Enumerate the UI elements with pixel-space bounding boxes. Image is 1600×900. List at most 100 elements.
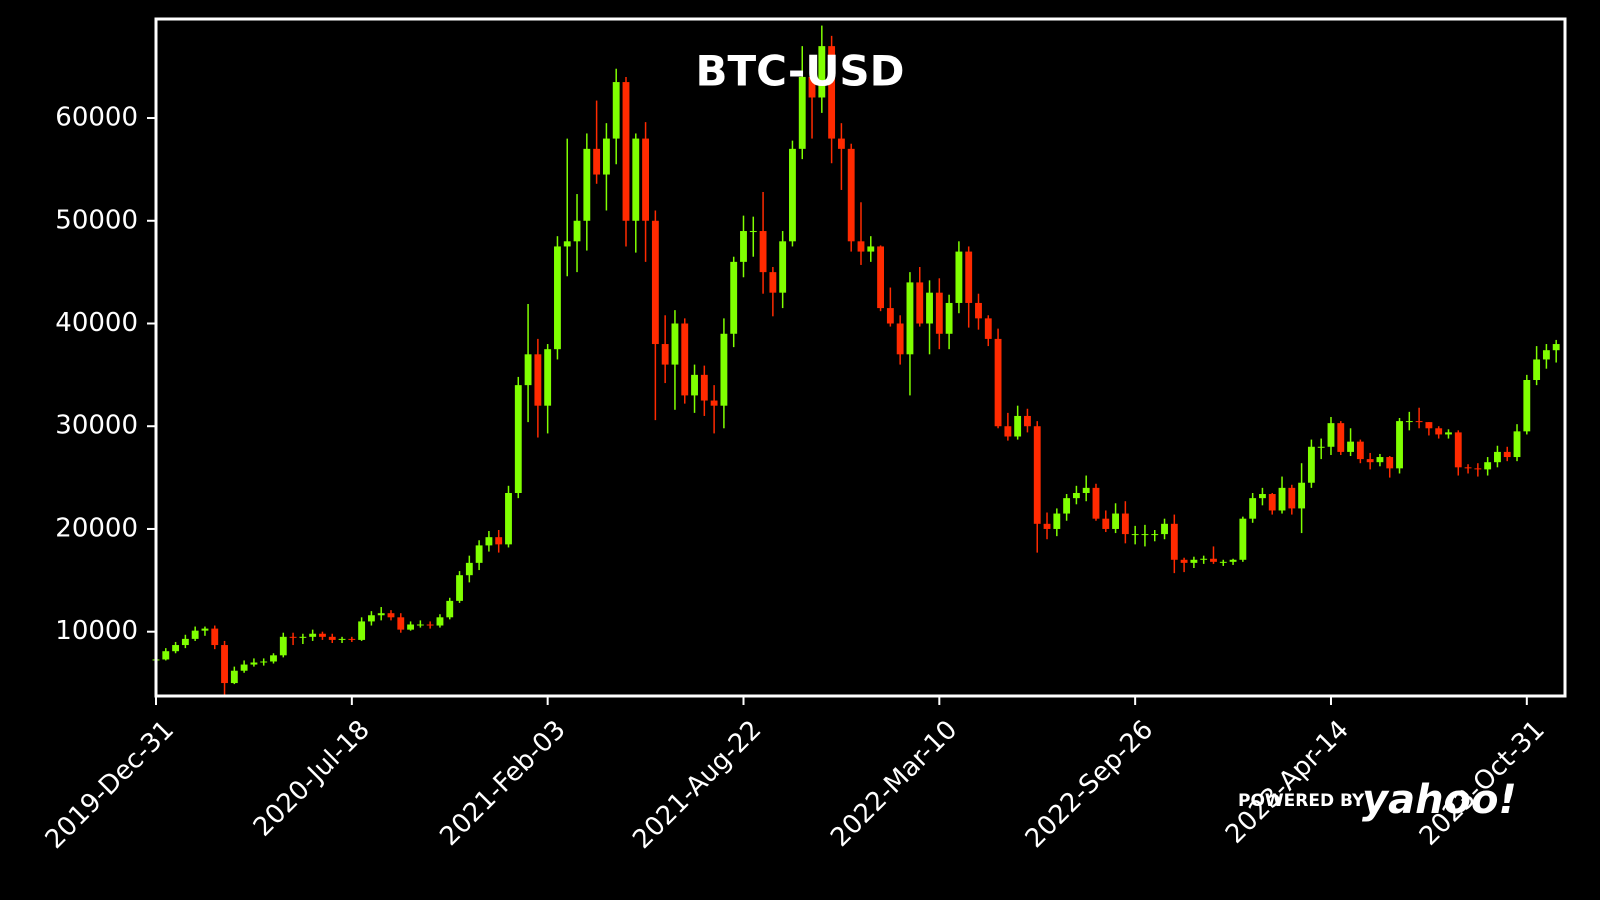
candle-body bbox=[1229, 559, 1237, 562]
candle-body bbox=[818, 46, 826, 98]
candle-body bbox=[1249, 498, 1257, 519]
candle-body bbox=[926, 292, 933, 324]
candle-body bbox=[632, 138, 640, 221]
candle-body bbox=[1376, 457, 1384, 463]
candle-body bbox=[749, 231, 757, 233]
candle-body bbox=[534, 354, 542, 406]
watermark-brand: yahoo! bbox=[1362, 777, 1517, 823]
candle-body bbox=[1102, 518, 1110, 529]
candle-body bbox=[328, 636, 336, 640]
candle-body bbox=[348, 638, 356, 640]
candle-body bbox=[671, 323, 679, 365]
y-tick-label: 20000 bbox=[55, 513, 138, 543]
candle-body bbox=[456, 575, 463, 601]
candle-body bbox=[651, 220, 659, 345]
candle-body bbox=[1024, 415, 1031, 427]
candle-body bbox=[230, 670, 238, 684]
candle-body bbox=[1396, 421, 1403, 469]
candle-body bbox=[994, 338, 1002, 427]
candle-body bbox=[789, 148, 796, 242]
candle-body bbox=[358, 621, 366, 640]
candle-body bbox=[945, 302, 953, 334]
y-tick-label: 40000 bbox=[55, 308, 138, 338]
candle-body bbox=[1200, 558, 1208, 560]
candle-body bbox=[1366, 459, 1374, 463]
candle-body bbox=[602, 138, 610, 175]
candle-body bbox=[779, 241, 787, 293]
candle-body bbox=[289, 636, 297, 638]
candle-body bbox=[475, 545, 483, 563]
candle-body bbox=[465, 562, 473, 576]
candle-body bbox=[583, 148, 591, 221]
candle-body bbox=[1014, 415, 1022, 437]
candle-body bbox=[896, 323, 904, 355]
candle-body bbox=[1425, 422, 1433, 429]
candle-body bbox=[691, 374, 698, 396]
candle-body bbox=[181, 638, 189, 646]
candle-body bbox=[1307, 446, 1315, 483]
candle-body bbox=[377, 613, 385, 616]
candle-body bbox=[162, 651, 170, 660]
chart-title: BTC-USD bbox=[695, 47, 904, 96]
candle-body bbox=[681, 323, 689, 396]
candle-body bbox=[495, 537, 503, 545]
candle-body bbox=[260, 661, 268, 663]
candle-body bbox=[338, 638, 346, 640]
candle-body bbox=[1552, 344, 1560, 351]
candle-body bbox=[1513, 431, 1521, 458]
candle-body bbox=[661, 344, 669, 365]
candle-body bbox=[485, 537, 493, 546]
candle-body bbox=[984, 318, 992, 339]
watermark-prefix: POWERED BY bbox=[1238, 791, 1365, 811]
candle-body bbox=[1151, 534, 1159, 536]
candle-body bbox=[211, 628, 219, 646]
candle-body bbox=[1268, 494, 1276, 511]
candle-body bbox=[769, 272, 777, 293]
candle-body bbox=[808, 76, 816, 98]
candle-body bbox=[397, 617, 405, 630]
candle-body bbox=[1072, 493, 1080, 499]
candle-body bbox=[1063, 498, 1071, 514]
candle-body bbox=[612, 82, 620, 139]
candle-body bbox=[837, 138, 845, 149]
candle-body bbox=[1082, 487, 1090, 494]
candle-body bbox=[1298, 482, 1306, 509]
candle-body bbox=[1337, 423, 1345, 452]
candle-body bbox=[172, 645, 180, 652]
candle-body bbox=[1347, 441, 1354, 452]
candle-body bbox=[1327, 423, 1335, 447]
candle-body bbox=[573, 220, 581, 242]
candle-body bbox=[1180, 559, 1188, 563]
candle-body bbox=[1386, 457, 1394, 469]
candle-body bbox=[407, 624, 415, 630]
candle-body bbox=[1170, 523, 1178, 560]
candle-body bbox=[563, 241, 571, 247]
candle-body bbox=[1503, 451, 1511, 458]
plot-area bbox=[152, 25, 1560, 696]
candle-body bbox=[1092, 487, 1100, 519]
candle-body bbox=[867, 246, 875, 252]
candle-body bbox=[299, 636, 307, 638]
candle-body bbox=[720, 333, 728, 406]
candle-body bbox=[416, 624, 424, 626]
candle-body bbox=[975, 302, 982, 319]
candle-body bbox=[1474, 468, 1482, 470]
y-tick-label: 10000 bbox=[55, 616, 138, 646]
candle-body bbox=[426, 624, 434, 626]
candle-body bbox=[514, 385, 522, 494]
candle-body bbox=[1033, 426, 1041, 524]
candle-body bbox=[857, 241, 865, 252]
candle-body bbox=[221, 645, 228, 684]
candle-body bbox=[700, 374, 708, 401]
candle-body bbox=[191, 630, 199, 639]
candle-body bbox=[935, 292, 943, 334]
candle-body bbox=[1131, 534, 1139, 536]
candle-body bbox=[1415, 421, 1423, 423]
candle-body bbox=[1356, 441, 1364, 460]
candle-body bbox=[1435, 428, 1443, 435]
candle-body bbox=[1445, 432, 1452, 435]
candle-body bbox=[554, 246, 561, 350]
candle-body bbox=[1523, 379, 1531, 432]
candle-body bbox=[877, 246, 884, 309]
